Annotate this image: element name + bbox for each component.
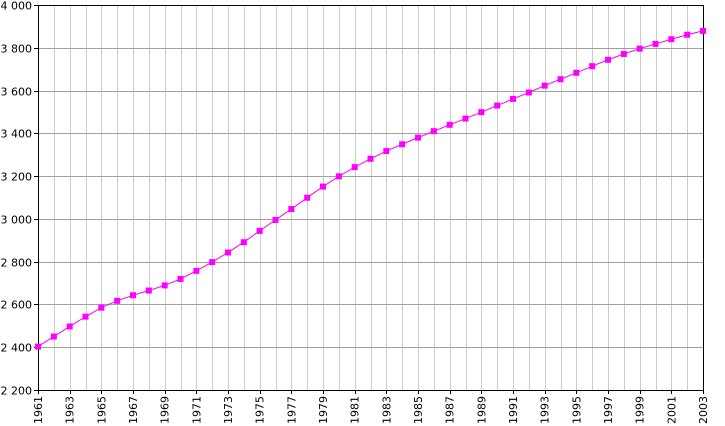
y-tick-label: 4 000	[1, 0, 33, 13]
data-point-marker	[130, 292, 136, 299]
data-point-marker	[525, 89, 532, 96]
x-tick-label: 1985	[412, 396, 425, 424]
data-point-marker	[66, 323, 73, 330]
data-point-marker	[193, 267, 200, 274]
y-tick-label: 3 800	[1, 43, 33, 56]
data-point-marker	[652, 40, 659, 47]
data-point-marker	[304, 194, 311, 201]
x-tick-label: 2003	[697, 396, 710, 424]
data-point-marker	[177, 275, 184, 282]
y-tick-labels: 2 200 2 400 2 600 2 800 3 000 3 200 3 400 3 600…	[1, 0, 33, 398]
major-grid	[38, 5, 703, 391]
x-tick-label: 1973	[222, 396, 235, 424]
y-tick-label: 2 400	[1, 342, 33, 355]
data-point-marker	[620, 50, 627, 57]
data-point-marker	[589, 63, 596, 70]
x-tick-label: 1979	[317, 396, 330, 424]
x-tick-label: 1971	[190, 396, 203, 424]
x-tick-labels: 1961 1963 1965 1967 1969 1971 1973 1975 1977 1979…	[32, 396, 710, 424]
data-point-marker	[636, 45, 643, 52]
data-point-marker	[35, 343, 41, 350]
data-point-marker	[161, 282, 168, 289]
data-point-marker	[573, 69, 580, 76]
data-point-marker	[272, 216, 279, 223]
data-point-marker	[415, 134, 421, 141]
x-tick-label: 1991	[507, 396, 520, 424]
data-point-marker	[256, 227, 263, 234]
y-tick-label: 2 600	[1, 299, 33, 312]
data-point-marker	[114, 297, 121, 304]
data-point-marker	[700, 27, 706, 34]
data-point-marker	[225, 249, 231, 256]
data-point-marker	[541, 82, 548, 89]
x-tick-label: 1977	[285, 396, 298, 424]
x-tick-label: 1989	[475, 396, 488, 424]
x-tick-label: 1993	[539, 396, 552, 424]
x-tick-label: 1969	[159, 396, 172, 424]
data-point-marker	[240, 239, 247, 246]
data-point-marker	[98, 304, 105, 311]
data-point-marker	[478, 109, 485, 116]
data-point-marker	[351, 164, 358, 171]
data-point-marker	[684, 31, 691, 38]
data-point-marker	[320, 183, 326, 190]
x-tick-label: 1997	[602, 396, 615, 424]
minor-grid	[38, 5, 704, 390]
data-point-marker	[50, 333, 57, 340]
data-point-marker	[494, 102, 501, 109]
x-tick-label: 1987	[444, 396, 457, 424]
x-tick-label: 1983	[380, 396, 393, 424]
y-tick-label: 3 200	[1, 171, 33, 184]
data-point-marker	[557, 76, 564, 83]
data-point-marker	[605, 56, 611, 63]
x-tick-label: 1975	[254, 396, 267, 424]
y-tick-label: 2 200	[1, 385, 33, 398]
data-point-marker	[145, 287, 152, 294]
series-group	[35, 27, 706, 350]
y-tick-label: 3 400	[1, 128, 33, 141]
x-tick-label: 1961	[32, 396, 45, 424]
data-point-marker	[335, 173, 342, 180]
x-tick-label: 2001	[665, 396, 678, 424]
x-tick-label: 1965	[95, 396, 108, 424]
data-point-marker	[82, 313, 89, 320]
data-point-marker	[399, 141, 406, 148]
x-tick-label: 1963	[64, 396, 77, 424]
data-point-marker	[430, 128, 437, 135]
data-point-marker	[209, 259, 216, 266]
y-tick-label: 3 000	[1, 214, 33, 227]
y-tick-label: 2 800	[1, 257, 33, 270]
data-point-marker	[462, 115, 469, 122]
x-tick-label: 1995	[570, 396, 583, 424]
x-tick-label: 1967	[127, 396, 140, 424]
axes	[34, 5, 704, 394]
x-tick-label: 1981	[349, 396, 362, 424]
data-point-marker	[446, 121, 453, 128]
data-point-marker	[668, 36, 675, 43]
data-point-marker	[288, 206, 295, 213]
data-point-marker	[510, 95, 516, 102]
series-line	[37, 30, 704, 348]
y-tick-label: 3 600	[1, 86, 33, 99]
x-tick-label: 1999	[634, 396, 647, 424]
data-point-marker	[383, 148, 390, 155]
data-point-marker	[367, 155, 374, 162]
